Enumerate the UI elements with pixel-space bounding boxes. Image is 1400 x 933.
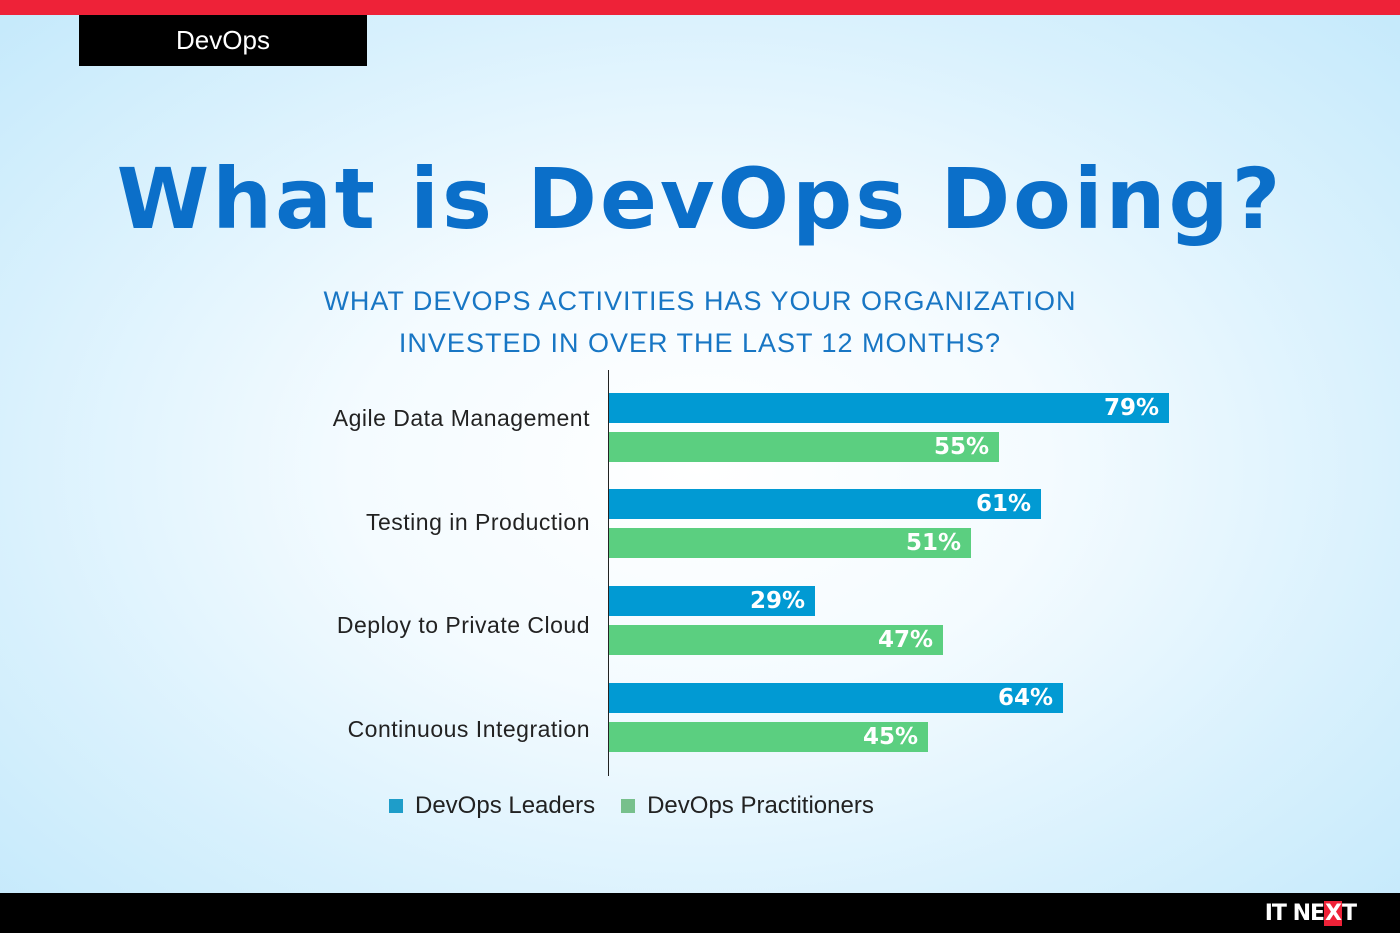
bar-practitioners: 55% [609,432,999,462]
chart-legend: DevOps Leaders DevOps Practitioners [389,792,874,820]
subtitle-line-2: INVESTED IN OVER THE LAST 12 MONTHS? [398,328,1002,358]
bar-practitioners: 51% [609,528,971,558]
footer-bar: IT NEXT [0,893,1400,933]
category-label: Deploy to Private Cloud [336,612,590,638]
y-axis-line [608,370,609,776]
category-label: Continuous Integration [347,716,590,742]
logo-text: IT NE [1264,901,1325,926]
bar-leaders: 29% [609,586,815,616]
page-title: What is DevOps Doing? [116,150,1284,248]
legend-label-practitioners: DevOps Practitioners [647,792,874,819]
category-tag: DevOps [79,15,367,66]
bar-leaders: 64% [609,683,1063,713]
bar-leaders: 61% [609,489,1041,519]
top-accent-bar [0,0,1400,15]
bar-practitioners: 47% [609,625,943,655]
logo-x: X [1324,901,1342,926]
chart-subtitle: WHAT DEVOPS ACTIVITIES HAS YOUR ORGANIZA… [0,280,1400,364]
bar-practitioners: 45% [609,722,928,752]
category-label: Testing in Production [365,509,590,535]
legend-swatch-practitioners-icon [621,799,636,813]
bar-leaders: 79% [609,393,1169,423]
category-label: Agile Data Management [332,405,590,431]
subtitle-line-1: WHAT DEVOPS ACTIVITIES HAS YOUR ORGANIZA… [323,286,1077,316]
itnext-logo: IT NEXT [1264,901,1357,926]
legend-label-leaders: DevOps Leaders [415,792,596,819]
legend-swatch-leaders-icon [389,799,403,813]
logo-text-end: T [1341,901,1357,926]
